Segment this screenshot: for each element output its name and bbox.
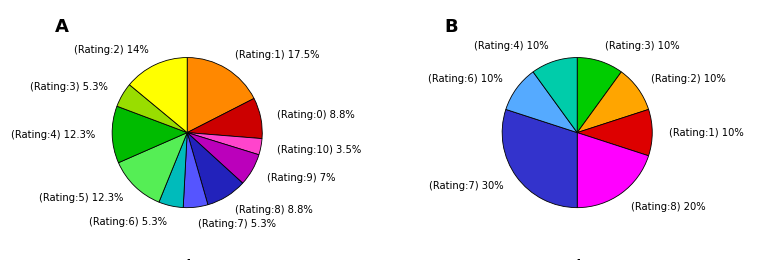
Wedge shape bbox=[577, 109, 652, 156]
Wedge shape bbox=[533, 57, 577, 133]
Text: (Rating:1) 10%: (Rating:1) 10% bbox=[668, 128, 743, 138]
Text: (Rating:9) 7%: (Rating:9) 7% bbox=[267, 173, 335, 183]
Text: (Rating:5) 12.3%: (Rating:5) 12.3% bbox=[39, 193, 123, 203]
Text: Total: 57
participants: Total: 57 participants bbox=[140, 259, 235, 260]
Wedge shape bbox=[187, 133, 243, 205]
Text: (Rating:4) 12.3%: (Rating:4) 12.3% bbox=[12, 130, 96, 140]
Text: (Rating:3) 10%: (Rating:3) 10% bbox=[605, 41, 680, 50]
Text: (Rating:1) 17.5%: (Rating:1) 17.5% bbox=[235, 49, 320, 60]
Wedge shape bbox=[187, 57, 254, 133]
Text: (Rating:2) 14%: (Rating:2) 14% bbox=[73, 45, 148, 55]
Wedge shape bbox=[112, 106, 187, 163]
Text: (Rating:2) 10%: (Rating:2) 10% bbox=[651, 74, 726, 84]
Text: (Rating:4) 10%: (Rating:4) 10% bbox=[474, 41, 549, 50]
Wedge shape bbox=[577, 133, 649, 208]
Text: (Rating:6) 10%: (Rating:6) 10% bbox=[428, 74, 503, 84]
Wedge shape bbox=[187, 133, 259, 183]
Wedge shape bbox=[187, 133, 262, 155]
Wedge shape bbox=[187, 99, 262, 139]
Text: Total: 10
participants: Total: 10 participants bbox=[530, 259, 625, 260]
Text: (Rating:0) 8.8%: (Rating:0) 8.8% bbox=[277, 110, 355, 120]
Wedge shape bbox=[577, 72, 649, 133]
Text: (Rating:3) 5.3%: (Rating:3) 5.3% bbox=[30, 82, 108, 92]
Text: (Rating:6) 5.3%: (Rating:6) 5.3% bbox=[89, 217, 167, 227]
Wedge shape bbox=[159, 133, 187, 207]
Wedge shape bbox=[183, 133, 208, 208]
Wedge shape bbox=[117, 85, 187, 133]
Text: (Rating:8) 20%: (Rating:8) 20% bbox=[631, 202, 706, 212]
Text: (Rating:8) 8.8%: (Rating:8) 8.8% bbox=[236, 205, 314, 215]
Wedge shape bbox=[502, 109, 577, 208]
Text: (Rating:7) 5.3%: (Rating:7) 5.3% bbox=[197, 219, 275, 229]
Wedge shape bbox=[577, 57, 622, 133]
Text: B: B bbox=[445, 18, 458, 36]
Wedge shape bbox=[119, 133, 187, 202]
Wedge shape bbox=[129, 57, 187, 133]
Text: (Rating:10) 3.5%: (Rating:10) 3.5% bbox=[277, 145, 361, 155]
Text: (Rating:7) 30%: (Rating:7) 30% bbox=[428, 181, 503, 191]
Text: A: A bbox=[55, 18, 69, 36]
Wedge shape bbox=[505, 72, 577, 133]
